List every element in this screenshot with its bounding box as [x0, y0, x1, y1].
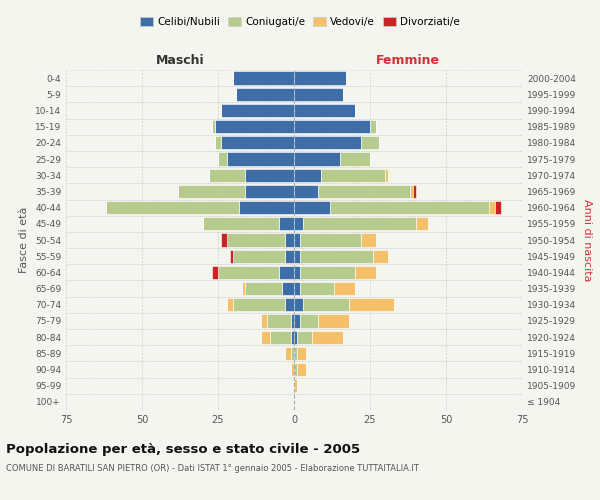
- Bar: [209, 168, 245, 182]
- Bar: [245, 185, 294, 198]
- Bar: [212, 120, 215, 134]
- Bar: [300, 282, 334, 295]
- Bar: [242, 282, 245, 295]
- Bar: [340, 152, 370, 166]
- Text: Popolazione per età, sesso e stato civile - 2005: Popolazione per età, sesso e stato civil…: [6, 442, 360, 456]
- Bar: [294, 201, 331, 214]
- Bar: [294, 346, 297, 360]
- Bar: [294, 266, 300, 279]
- Bar: [319, 314, 349, 328]
- Bar: [294, 185, 319, 198]
- Bar: [294, 136, 361, 149]
- Text: Femmine: Femmine: [376, 54, 440, 67]
- Bar: [294, 72, 346, 85]
- Bar: [291, 346, 294, 360]
- Bar: [285, 346, 291, 360]
- Bar: [361, 136, 379, 149]
- Bar: [322, 168, 385, 182]
- Bar: [218, 266, 279, 279]
- Text: Maschi: Maschi: [155, 54, 205, 67]
- Bar: [227, 234, 285, 246]
- Bar: [282, 282, 294, 295]
- Bar: [245, 168, 294, 182]
- Bar: [269, 330, 291, 344]
- Bar: [215, 120, 294, 134]
- Bar: [221, 234, 227, 246]
- Bar: [355, 266, 376, 279]
- Legend: Celibi/Nubili, Coniugati/e, Vedovi/e, Divorziati/e: Celibi/Nubili, Coniugati/e, Vedovi/e, Di…: [136, 12, 464, 31]
- Bar: [236, 88, 294, 101]
- Bar: [300, 234, 361, 246]
- Bar: [291, 363, 294, 376]
- Bar: [291, 314, 294, 328]
- Bar: [230, 250, 233, 263]
- Bar: [361, 234, 376, 246]
- Bar: [285, 298, 294, 312]
- Bar: [294, 314, 300, 328]
- Bar: [370, 120, 376, 134]
- Bar: [260, 314, 266, 328]
- Bar: [294, 234, 300, 246]
- Bar: [334, 282, 355, 295]
- Bar: [227, 298, 233, 312]
- Bar: [312, 330, 343, 344]
- Bar: [233, 298, 285, 312]
- Bar: [279, 266, 294, 279]
- Bar: [266, 314, 291, 328]
- Bar: [285, 234, 294, 246]
- Bar: [410, 185, 413, 198]
- Bar: [233, 250, 285, 263]
- Bar: [294, 282, 300, 295]
- Bar: [279, 217, 294, 230]
- Bar: [413, 185, 416, 198]
- Bar: [303, 298, 349, 312]
- Bar: [385, 168, 388, 182]
- Bar: [294, 330, 297, 344]
- Bar: [218, 152, 227, 166]
- Text: COMUNE DI BARATILI SAN PIETRO (OR) - Dati ISTAT 1° gennaio 2005 - Elaborazione T: COMUNE DI BARATILI SAN PIETRO (OR) - Dat…: [6, 464, 419, 473]
- Bar: [245, 282, 282, 295]
- Bar: [297, 346, 306, 360]
- Bar: [373, 250, 388, 263]
- Bar: [178, 185, 245, 198]
- Bar: [300, 250, 373, 263]
- Bar: [294, 88, 343, 101]
- Bar: [233, 72, 294, 85]
- Bar: [221, 136, 294, 149]
- Bar: [300, 266, 355, 279]
- Bar: [294, 379, 297, 392]
- Bar: [297, 330, 312, 344]
- Bar: [260, 330, 269, 344]
- Bar: [294, 168, 322, 182]
- Bar: [227, 152, 294, 166]
- Bar: [416, 217, 428, 230]
- Bar: [303, 217, 416, 230]
- Bar: [488, 201, 494, 214]
- Bar: [203, 217, 279, 230]
- Y-axis label: Fasce di età: Fasce di età: [19, 207, 29, 273]
- Bar: [294, 250, 300, 263]
- Bar: [300, 314, 319, 328]
- Bar: [239, 201, 294, 214]
- Bar: [294, 152, 340, 166]
- Bar: [285, 250, 294, 263]
- Bar: [212, 266, 218, 279]
- Bar: [291, 330, 294, 344]
- Bar: [494, 201, 501, 214]
- Bar: [221, 104, 294, 117]
- Bar: [294, 298, 303, 312]
- Bar: [319, 185, 410, 198]
- Y-axis label: Anni di nascita: Anni di nascita: [582, 198, 592, 281]
- Bar: [331, 201, 488, 214]
- Bar: [297, 363, 306, 376]
- Bar: [215, 136, 221, 149]
- Bar: [294, 363, 297, 376]
- Bar: [294, 104, 355, 117]
- Bar: [349, 298, 394, 312]
- Bar: [106, 201, 239, 214]
- Bar: [294, 120, 370, 134]
- Bar: [294, 217, 303, 230]
